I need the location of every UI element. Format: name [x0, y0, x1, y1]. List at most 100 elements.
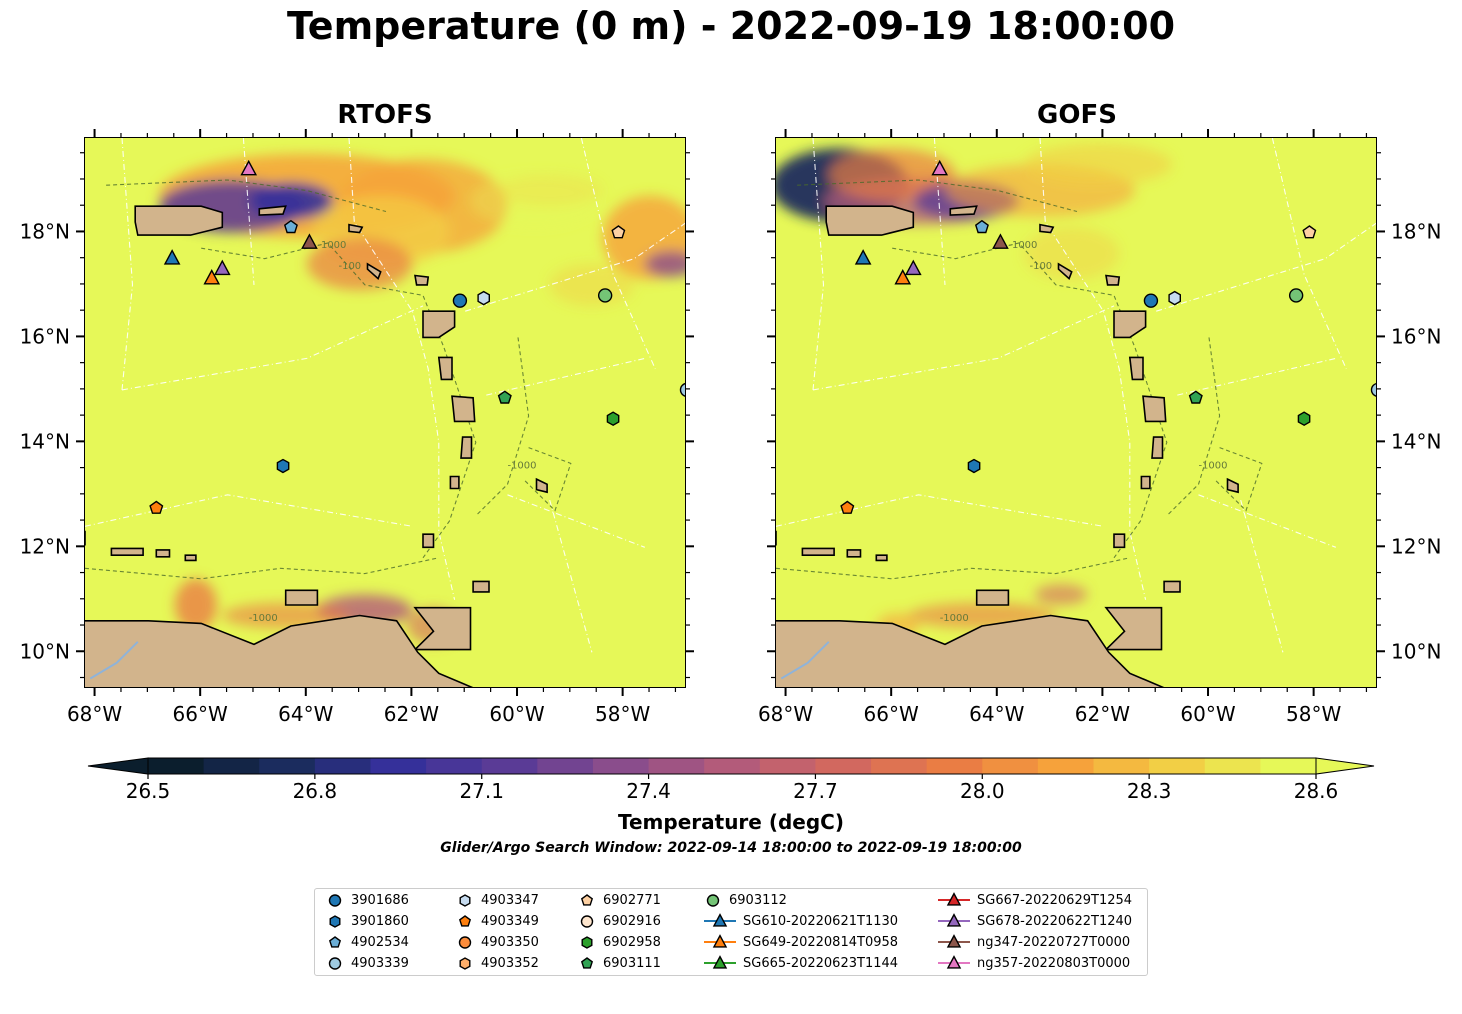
lat-label: 18°N — [20, 219, 70, 243]
legend-marker-icon — [328, 894, 342, 907]
legend-item: 3901686 — [325, 892, 409, 908]
colorbar-tick-label: 28.3 — [1127, 779, 1172, 803]
platform-marker — [452, 293, 468, 308]
legend-marker-icon — [704, 913, 736, 927]
colorbar-segment — [1260, 758, 1317, 774]
colorbar-segment — [815, 758, 872, 774]
eez-boundary-line — [933, 138, 946, 285]
legend-marker — [946, 913, 962, 927]
platform-marker — [149, 500, 164, 514]
land-st-lucia — [1151, 436, 1164, 459]
land-st-vincent — [1140, 475, 1151, 490]
legend-item: 6902958 — [577, 934, 661, 950]
eez-boundary-line — [486, 357, 645, 396]
eez-boundary-line — [85, 494, 413, 527]
land-virgin-islands — [258, 205, 287, 216]
legend-marker — [459, 894, 471, 907]
platform-marker — [283, 219, 298, 234]
eez-boundary-line — [549, 499, 593, 653]
legend-item: 4902534 — [325, 934, 409, 950]
land-la-orchila — [875, 554, 888, 562]
colorbar-segment — [1037, 758, 1095, 774]
platform-marker — [611, 225, 626, 239]
legend-label: SG678-20220622T1240 — [977, 913, 1133, 929]
land-la-orchila — [184, 554, 197, 562]
eez-boundary-line — [507, 494, 645, 548]
legend-label: SG649-20220814T0958 — [743, 934, 899, 950]
platform-marker — [854, 249, 872, 265]
lat-label: 12°N — [20, 534, 70, 558]
legend-marker-icon — [938, 892, 970, 906]
legend-item: ng357-20220803T0000 — [937, 955, 1130, 971]
platform-marker — [1143, 293, 1159, 308]
bathymetry-contour — [201, 242, 477, 559]
colorbar-segment — [1093, 758, 1150, 774]
lon-label: 60°W — [1180, 702, 1235, 726]
colorbar-segment — [203, 758, 260, 774]
legend-marker-icon — [704, 934, 736, 948]
map-panel-rtofs[interactable]: -100 -1000 -1000 -1000 — [84, 137, 686, 688]
legend-marker-icon — [459, 894, 471, 907]
bathymetry-contour — [1166, 337, 1221, 517]
bathymetry-contour — [475, 337, 530, 517]
platform-marker — [992, 233, 1009, 249]
legend-item: 4903347 — [455, 892, 539, 908]
platform-marker — [606, 411, 620, 427]
eez-boundary-line — [776, 494, 1104, 527]
colorbar-segment — [481, 758, 538, 774]
legend-label: 4902534 — [351, 934, 409, 950]
legend-label: 4903339 — [351, 955, 409, 971]
map-panel-gofs[interactable]: -100 -1000 -1000 -1000 — [775, 137, 1377, 688]
eez-boundary-line — [580, 138, 656, 370]
legend-marker — [458, 936, 472, 949]
lat-label: 14°N — [1391, 429, 1441, 453]
colorbar-tick-label: 27.4 — [626, 779, 671, 803]
platform-marker — [497, 390, 512, 404]
lon-label: 68°W — [758, 702, 813, 726]
legend-marker — [706, 894, 720, 907]
colorbar-tick-label: 27.7 — [793, 779, 838, 803]
lon-label: 58°W — [595, 702, 650, 726]
colorbar-label: Temperature (degC) — [618, 810, 844, 834]
platform-marker — [974, 219, 989, 234]
land-barbados — [535, 477, 548, 494]
land-martinique — [451, 395, 476, 423]
land-dominica — [437, 356, 453, 381]
land-puerto-rico — [825, 205, 915, 236]
platform-marker — [1288, 288, 1304, 303]
lat-label: 14°N — [20, 429, 70, 453]
panel-title-gofs: GOFS — [1037, 100, 1117, 130]
platform-marker — [1188, 390, 1203, 404]
legend-label: 3901860 — [351, 913, 409, 929]
legend-marker — [712, 913, 728, 927]
platform-marker — [213, 259, 231, 276]
land-stkitts — [366, 262, 382, 280]
legend-label: SG665-20220623T1144 — [743, 955, 899, 971]
colorbar-segment — [259, 758, 316, 774]
land-grenada — [1113, 533, 1126, 549]
legend-label: SG610-20220621T1130 — [743, 913, 899, 929]
contour-label: -1000 — [507, 461, 536, 472]
legend-marker-icon — [938, 913, 970, 927]
legend-item: 4903352 — [455, 955, 539, 971]
platform-marker — [163, 249, 181, 265]
legend-marker-icon — [458, 915, 472, 927]
legend-marker-icon — [329, 915, 341, 928]
search-window-text: Glider/Argo Search Window: 2022-09-14 18… — [440, 840, 1022, 856]
lon-label: 64°W — [969, 702, 1024, 726]
legend-marker — [946, 955, 962, 969]
legend-label: SG667-20220629T1254 — [977, 892, 1133, 908]
platform-marker — [894, 269, 912, 285]
land-los-roques — [846, 549, 862, 558]
land-st-vincent — [449, 475, 460, 490]
lon-label: 62°W — [384, 702, 439, 726]
legend-marker — [328, 894, 342, 907]
temperature-anomaly-patch — [549, 263, 635, 306]
legend-label: 6902771 — [603, 892, 661, 908]
colorbar-tick-label: 26.8 — [293, 779, 338, 803]
colorbar-segment — [704, 758, 761, 774]
legend-marker-icon — [580, 894, 594, 906]
temperature-anomaly-patch — [644, 250, 685, 278]
colorbar-tick-label: 27.1 — [459, 779, 504, 803]
land-grenada — [422, 533, 435, 549]
